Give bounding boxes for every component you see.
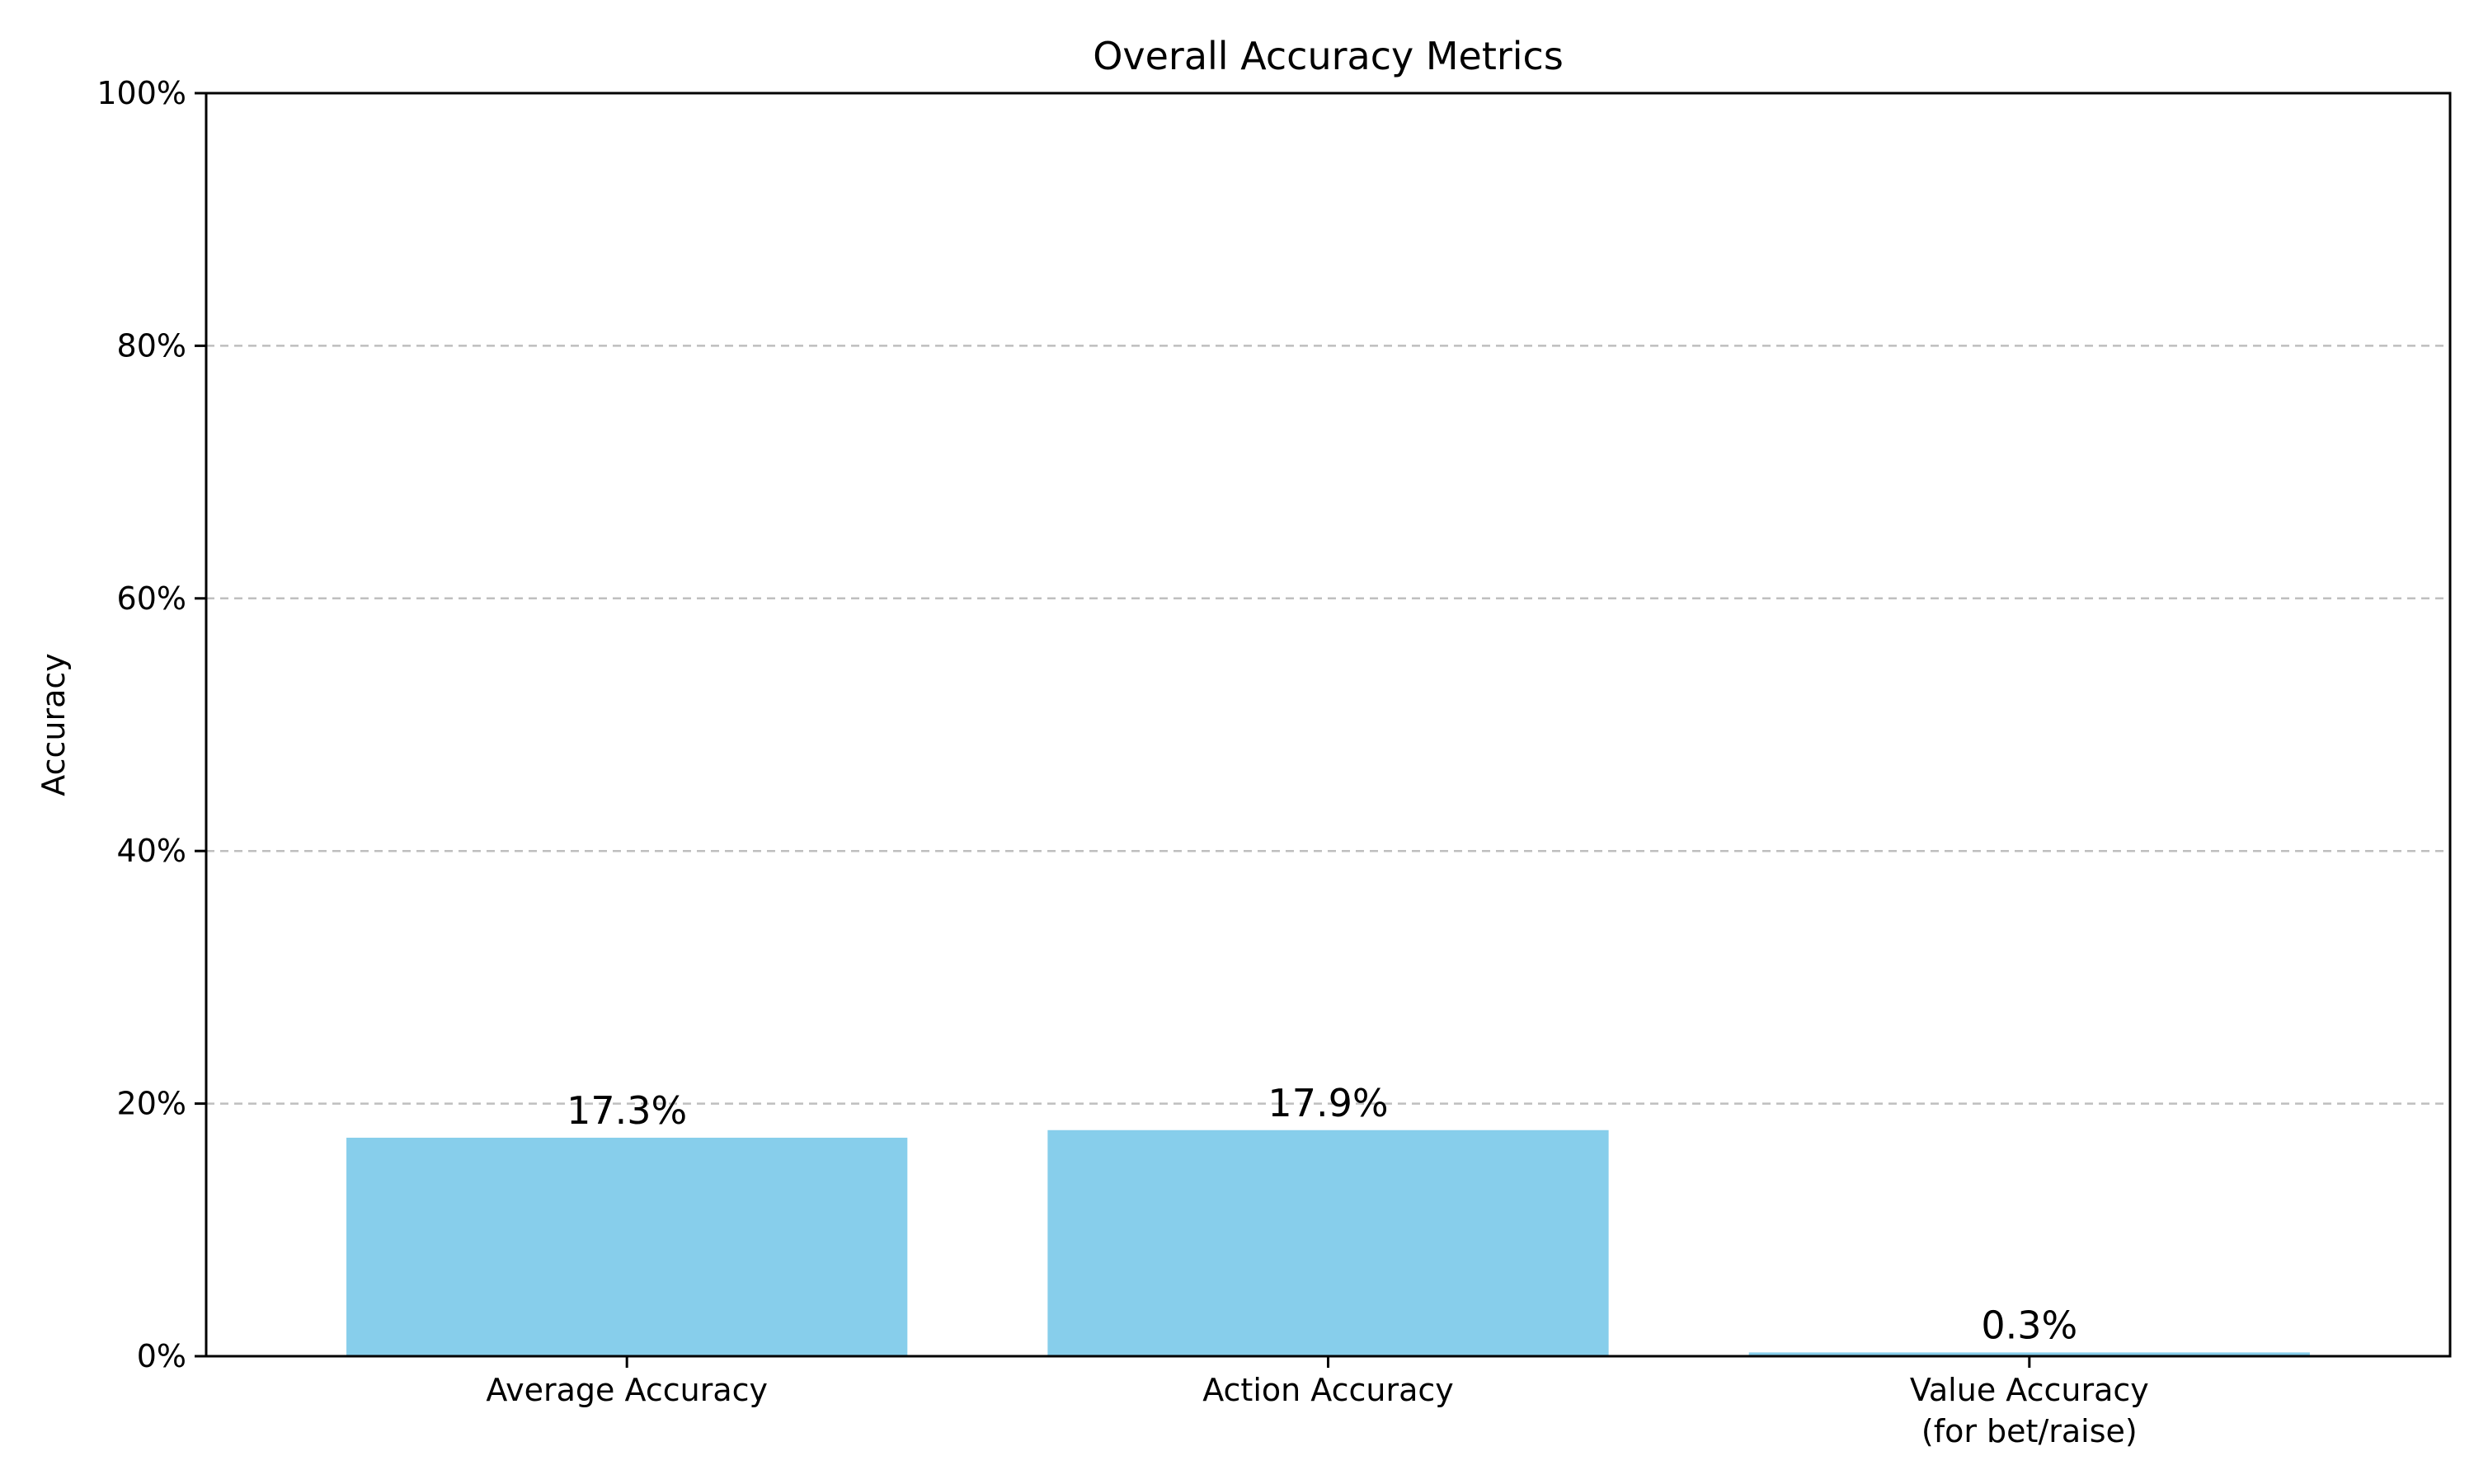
- y-tick-label: 80%: [117, 327, 186, 364]
- y-axis-ticks: 0% 20% 40% 60% 80% 100%: [96, 75, 206, 1374]
- grid-lines: [206, 345, 2450, 1105]
- bars: [346, 1129, 2310, 1356]
- y-tick-label: 40%: [117, 833, 186, 869]
- x-axis-ticks: Average Accuracy Action Accuracy Value Acc…: [486, 1356, 2149, 1449]
- y-tick-label: 20%: [117, 1086, 186, 1122]
- chart-title: Overall Accuracy Metrics: [1093, 34, 1564, 78]
- x-tick-label: Action Accuracy: [1202, 1372, 1454, 1408]
- x-tick-label: Value Accuracy: [1910, 1372, 2149, 1408]
- y-tick-label: 100%: [96, 75, 186, 111]
- bar: [1748, 1352, 2310, 1356]
- bar-value-label: 0.3%: [1981, 1303, 2077, 1347]
- y-tick-label: 0%: [137, 1338, 186, 1374]
- bar-value-label: 17.3%: [567, 1088, 687, 1133]
- value-labels: 17.3% 17.9% 0.3%: [567, 1081, 2077, 1348]
- y-tick-label: 60%: [117, 580, 186, 617]
- x-tick-label: Average Accuracy: [486, 1372, 768, 1408]
- x-tick-label: (for bet/raise): [1921, 1413, 2138, 1449]
- bar: [1047, 1129, 1609, 1356]
- y-axis-label: Accuracy: [35, 653, 72, 796]
- bar-value-label: 17.9%: [1268, 1081, 1388, 1125]
- bar: [346, 1137, 908, 1356]
